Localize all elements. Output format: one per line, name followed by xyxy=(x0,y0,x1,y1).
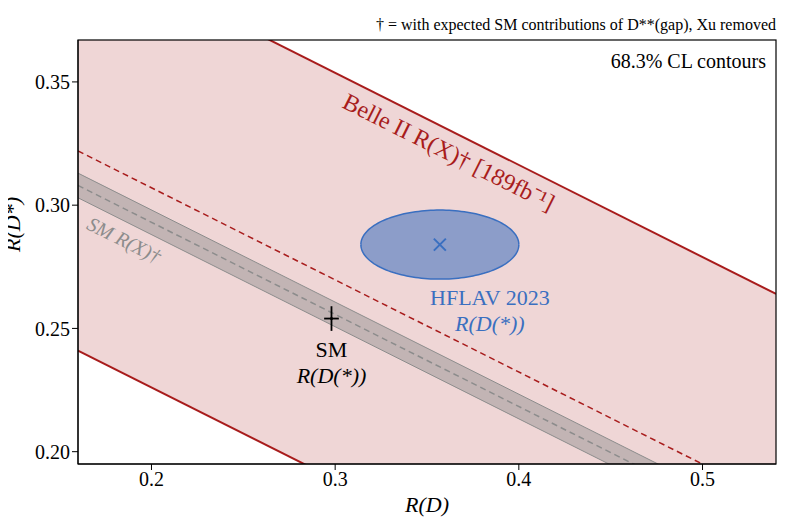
svg-text:0.4: 0.4 xyxy=(506,468,531,490)
svg-text:0.30: 0.30 xyxy=(35,194,70,216)
svg-text:0.5: 0.5 xyxy=(690,468,715,490)
svg-text:0.2: 0.2 xyxy=(139,468,164,490)
svg-text:Belle II R(X)† [189fb⁻¹]: Belle II R(X)† [189fb⁻¹] xyxy=(339,88,559,216)
svg-text:HFLAV 2023: HFLAV 2023 xyxy=(430,285,550,310)
svg-text:† = with expected SM contribut: † = with expected SM contributions of D*… xyxy=(376,16,776,34)
svg-text:R(D*): R(D*) xyxy=(8,197,25,253)
svg-text:R(D(*)): R(D(*)) xyxy=(454,311,525,336)
svg-text:SM R(X)†: SM R(X)† xyxy=(83,212,165,269)
svg-text:0.25: 0.25 xyxy=(35,318,70,340)
svg-text:R(D): R(D) xyxy=(404,492,449,517)
svg-text:68.3% CL contours: 68.3% CL contours xyxy=(611,50,767,72)
svg-text:0.3: 0.3 xyxy=(323,468,348,490)
svg-text:0.20: 0.20 xyxy=(35,441,70,463)
svg-text:SM: SM xyxy=(316,337,348,362)
svg-text:R(D(*)): R(D(*)) xyxy=(296,363,367,388)
svg-text:0.35: 0.35 xyxy=(35,71,70,93)
